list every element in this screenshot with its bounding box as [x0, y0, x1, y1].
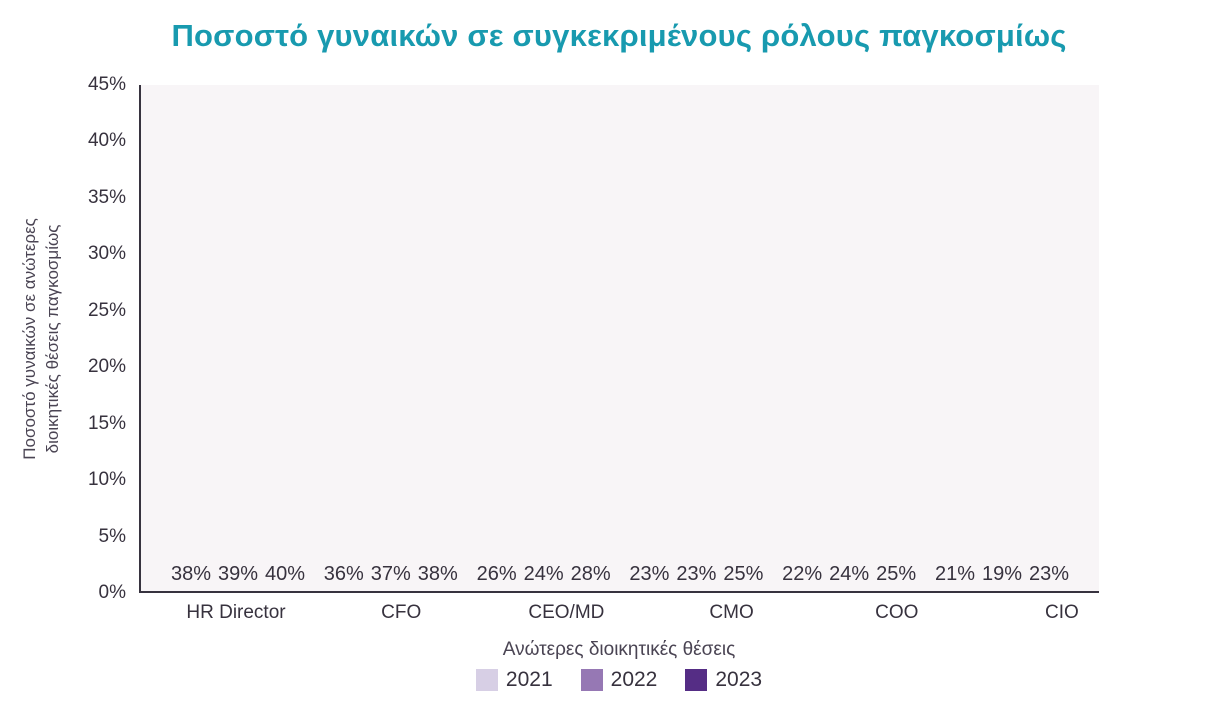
bar-value-label: 38% [417, 563, 458, 585]
legend-item-2022: 2022 [580, 668, 658, 692]
bar-value-label: 25% [876, 563, 917, 585]
bar-value-label: 39% [217, 563, 259, 585]
x-axis-title: Ανώτερες διοικητικές θέσεις [502, 639, 736, 660]
bar-value-label: 40% [264, 563, 306, 585]
chart-title: Ποσοστό γυναικών σε συγκεκριμένους ρόλου… [171, 18, 1067, 53]
legend-item-2023: 2023 [685, 668, 762, 692]
bar-value-label: 19% [981, 563, 1022, 585]
bar-value-label: 28% [570, 563, 611, 585]
y-tick-label: 15% [87, 412, 126, 434]
x-category-label: CEO/MD [528, 602, 605, 623]
y-tick-label: 35% [87, 186, 126, 208]
legend-label: 2022 [610, 668, 658, 691]
x-category-label: COO [875, 602, 919, 623]
bar-value-label: 36% [323, 563, 364, 585]
y-tick-label: 40% [87, 130, 126, 152]
bar-value-label: 25% [723, 563, 764, 585]
x-category-label: CIO [1045, 602, 1079, 623]
x-category-label: CMO [709, 602, 754, 623]
bar-value-label: 24% [829, 563, 870, 585]
bar-value-label: 26% [476, 563, 517, 585]
y-tick-label: 5% [98, 525, 126, 547]
bar-value-label: 37% [370, 563, 411, 585]
bar-value-label: 21% [934, 563, 975, 585]
legend-item-2021: 2021 [475, 668, 553, 692]
bar-groups: 38% 39% 40% 36% 37% 38% 26% 24% 28% 23% 23% 25% 22% 2… [141, 85, 1099, 591]
legend-label: 2023 [715, 668, 763, 691]
legend-label: 2021 [505, 668, 553, 691]
x-category-label: CFO [381, 602, 422, 623]
y-tick-label: 45% [87, 74, 126, 95]
y-tick-label: 10% [87, 469, 126, 491]
legend-swatch-2022 [580, 669, 603, 691]
y-tick-label: 20% [87, 356, 126, 378]
legend-swatch-2021 [475, 669, 498, 691]
y-tick-label: 30% [87, 243, 126, 265]
bar-value-label: 24% [523, 563, 564, 585]
bar-value-label: 23% [629, 563, 670, 585]
plot-area: 38% 39% 40% 36% 37% 38% 26% 24% 28% 23% 23% 25% 22% 2… [139, 85, 1099, 593]
legend-swatch-2023 [685, 669, 708, 691]
y-tick-label: 0% [98, 582, 126, 603]
legend: 2021 2022 2023 [139, 668, 1099, 692]
x-axis-categories: HR Director CFO CEO/MD CMO COO CIO [139, 602, 1159, 624]
y-axis-ticks: 0% 5% 10% 15% 20% 25% 30% 35% 40% 45% [0, 74, 126, 603]
bar-value-label: 23% [676, 563, 717, 585]
bar-value-label: 22% [782, 563, 823, 585]
x-category-label: HR Director [186, 602, 286, 623]
bar-value-label: 23% [1028, 563, 1069, 585]
bar-value-label: 38% [170, 563, 212, 585]
y-tick-label: 25% [87, 299, 126, 321]
